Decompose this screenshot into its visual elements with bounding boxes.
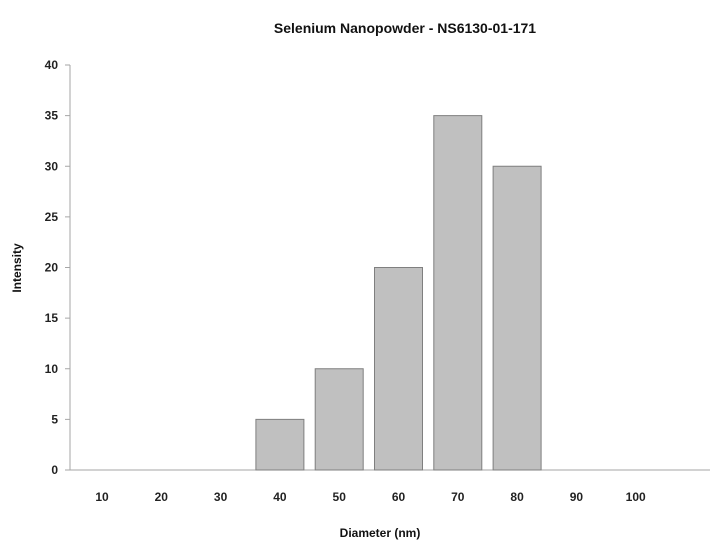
bar-80 — [492, 165, 542, 471]
y-tick-label: 30 — [45, 159, 59, 173]
bars-group — [255, 115, 542, 471]
x-tick-label: 70 — [451, 490, 465, 504]
bar-60 — [374, 267, 423, 471]
chart-title: Selenium Nanopowder - NS6130-01-171 — [274, 20, 536, 36]
x-tick-label: 100 — [626, 490, 646, 504]
y-tick-label: 20 — [45, 261, 59, 275]
x-tick-label: 90 — [570, 490, 584, 504]
y-tick-label: 10 — [45, 362, 59, 376]
x-tick-label: 30 — [214, 490, 228, 504]
x-tick-label: 10 — [95, 490, 109, 504]
y-tick-label: 35 — [45, 109, 59, 123]
bar-70 — [433, 115, 483, 471]
x-tick-label: 20 — [155, 490, 169, 504]
y-tick-label: 5 — [51, 412, 58, 426]
x-tick-label: 60 — [392, 490, 406, 504]
y-axis-label: Intensity — [10, 243, 24, 293]
x-axis-ticks: 10 20 30 40 50 60 70 80 90 100 — [95, 490, 646, 504]
x-tick-label: 50 — [333, 490, 347, 504]
y-tick-label: 40 — [45, 58, 59, 72]
y-tick-label: 25 — [45, 210, 59, 224]
x-tick-label: 80 — [510, 490, 524, 504]
y-axis-ticks: 0 5 10 15 20 25 30 35 40 — [45, 58, 70, 477]
y-tick-label: 0 — [51, 463, 58, 477]
x-axis-label: Diameter (nm) — [340, 526, 421, 540]
bar-50 — [314, 368, 364, 471]
x-tick-label: 40 — [273, 490, 287, 504]
y-tick-label: 15 — [45, 311, 59, 325]
bar-40 — [255, 418, 305, 471]
